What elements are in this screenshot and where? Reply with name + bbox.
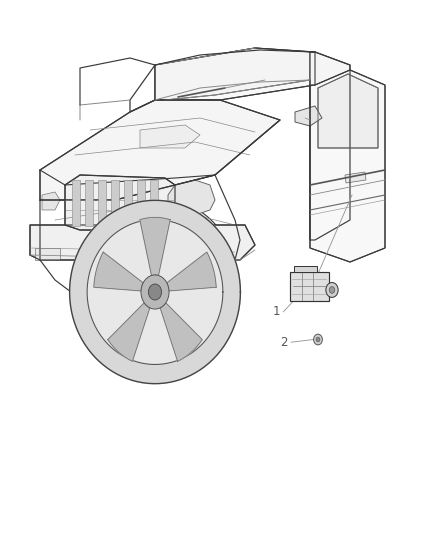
Circle shape xyxy=(329,287,335,293)
Polygon shape xyxy=(65,175,175,230)
Polygon shape xyxy=(111,180,119,226)
Polygon shape xyxy=(140,217,170,276)
Polygon shape xyxy=(40,100,280,200)
Circle shape xyxy=(141,275,169,309)
Polygon shape xyxy=(70,200,240,384)
Circle shape xyxy=(148,284,162,300)
Polygon shape xyxy=(108,303,150,361)
Polygon shape xyxy=(295,106,322,126)
Polygon shape xyxy=(167,252,216,291)
Text: 1: 1 xyxy=(272,305,280,318)
Circle shape xyxy=(316,337,320,342)
Polygon shape xyxy=(150,180,158,226)
Polygon shape xyxy=(42,192,60,210)
Polygon shape xyxy=(35,248,60,260)
Polygon shape xyxy=(98,180,106,226)
Polygon shape xyxy=(30,225,255,260)
Polygon shape xyxy=(160,303,202,361)
Polygon shape xyxy=(345,172,366,183)
Polygon shape xyxy=(87,220,223,365)
FancyBboxPatch shape xyxy=(294,266,317,272)
Circle shape xyxy=(326,282,338,297)
Polygon shape xyxy=(155,48,315,100)
Polygon shape xyxy=(200,246,225,258)
Polygon shape xyxy=(318,74,378,148)
Polygon shape xyxy=(168,180,215,215)
Polygon shape xyxy=(140,125,200,148)
Circle shape xyxy=(314,334,322,345)
Text: 2: 2 xyxy=(280,336,288,349)
Polygon shape xyxy=(124,180,132,226)
Polygon shape xyxy=(72,180,80,226)
Polygon shape xyxy=(310,52,350,240)
Polygon shape xyxy=(85,180,93,226)
Polygon shape xyxy=(137,180,145,226)
Polygon shape xyxy=(155,48,310,100)
FancyBboxPatch shape xyxy=(290,272,328,301)
Polygon shape xyxy=(310,70,385,262)
Polygon shape xyxy=(94,252,143,291)
